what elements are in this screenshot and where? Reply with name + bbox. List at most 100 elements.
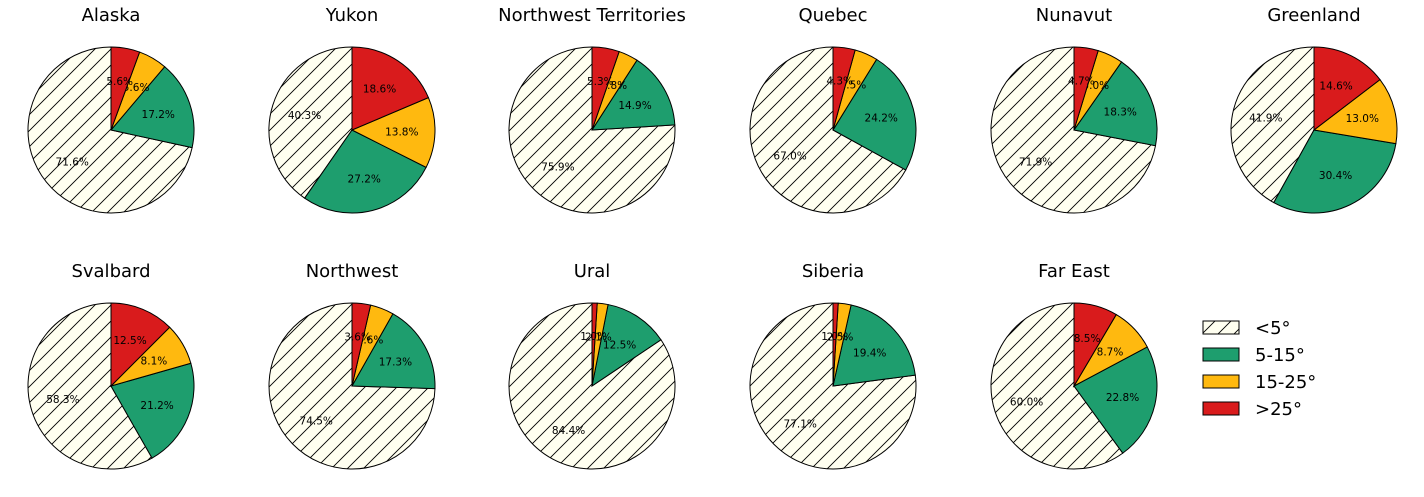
slice-5 (268, 302, 436, 470)
slice-label: 17.3% (379, 357, 412, 369)
slice-25 (1073, 46, 1099, 131)
slice-25 (1073, 302, 1117, 388)
slice-label: 1.0% (821, 331, 848, 343)
pie-title: Far East (1038, 261, 1110, 282)
slice-label: 40.3% (288, 110, 321, 122)
slice-label: 14.9% (618, 100, 651, 112)
slice-5 (1230, 46, 1315, 204)
pie-yukon: Yukon 40.3% 27.2% 13.8% 18.6% (268, 5, 436, 214)
slice-label: 5.6% (123, 82, 150, 94)
slice-25 (832, 46, 856, 131)
pie-title: Northwest Territories (498, 5, 686, 26)
slice-label: 12.5% (113, 335, 146, 347)
legend: <5° 5-15° 15-25° >25° (1202, 318, 1316, 420)
slice-label: 27.2% (348, 173, 381, 185)
slice-label: 1.0% (580, 331, 607, 343)
slice-25 (110, 46, 141, 131)
slice-label: 22.8% (1106, 392, 1139, 404)
slice-label: 8.5% (1074, 333, 1101, 345)
legend-swatch (1202, 347, 1240, 362)
pie-title: Quebec (798, 5, 867, 26)
slice-label: 77.1% (784, 419, 817, 431)
slice-label: 17.2% (142, 109, 175, 121)
pie-far-east: Far East 60.0% 22.8% 8.7% 8.5% (990, 261, 1158, 470)
slice-label: 8.7% (1097, 347, 1124, 359)
slice-5 (749, 46, 907, 214)
slice-15-25 (1312, 78, 1398, 145)
slice-label: 4.3% (826, 76, 853, 88)
slice-label: 74.5% (300, 416, 333, 428)
slice-25 (591, 46, 620, 131)
slice-5-15 (832, 304, 916, 387)
slice-15-25 (350, 96, 436, 169)
slice-5 (27, 302, 153, 470)
slice-25 (351, 302, 372, 387)
pie-title: Nunavut (1036, 5, 1112, 26)
slice-5-15 (832, 58, 917, 171)
slice-25 (351, 46, 430, 131)
slice-label: 18.6% (363, 84, 396, 96)
legend-label: >25° (1255, 399, 1302, 420)
slice-5 (27, 46, 193, 214)
slice-5 (990, 302, 1124, 470)
slice-label: 71.6% (56, 156, 89, 168)
legend-item: <5° (1202, 318, 1291, 339)
slice-5-15 (591, 59, 676, 131)
slice-5-15 (303, 129, 427, 214)
legend-swatch (1202, 374, 1240, 389)
slice-label: 8.1% (141, 356, 168, 368)
pie-greenland: Greenland 41.9% 30.4% 13.0% 14.6% (1230, 5, 1398, 214)
legend-swatch (1202, 401, 1240, 416)
slice-label: 18.3% (1104, 106, 1137, 118)
slice-25 (591, 302, 598, 387)
slice-label: 30.4% (1319, 170, 1352, 182)
slice-5-15 (591, 303, 662, 388)
slice-5-15 (110, 66, 195, 149)
slice-label: 71.9% (1019, 157, 1052, 169)
pie-title: Svalbard (71, 261, 150, 282)
slice-label: 5.3% (587, 76, 614, 88)
slice-label: 58.3% (46, 394, 79, 406)
slice-25 (1313, 46, 1381, 132)
pie-svalbard: Svalbard 58.3% 21.2% 8.1% 12.5% (27, 261, 195, 470)
pie-nunavut: Nunavut 71.9% 18.3% 5.0%4.7% (990, 5, 1158, 214)
pie-alaska: Alaska 71.6% 17.2% 5.6%5.6% (27, 5, 195, 214)
legend-label: 15-25° (1255, 372, 1316, 393)
slice-5 (990, 46, 1157, 214)
slice-label: 13.8% (385, 127, 418, 139)
slice-5 (268, 46, 353, 199)
slice-5 (508, 46, 676, 214)
slice-label: 24.2% (865, 112, 898, 124)
slice-label: 21.2% (140, 400, 173, 412)
slice-label: 4.7% (1068, 76, 1095, 88)
slice-label: 12.5% (603, 340, 636, 352)
slice-5-15 (110, 362, 195, 459)
slice-5-15 (1073, 61, 1158, 147)
slice-label: 60.0% (1010, 396, 1043, 408)
legend-item: 5-15° (1202, 345, 1305, 366)
legend-swatch (1202, 320, 1240, 335)
slice-label: 13.0% (1346, 113, 1379, 125)
slice-25 (110, 302, 171, 388)
slice-label: 3.6% (344, 332, 371, 344)
pie-title: Northwest (306, 261, 399, 282)
slice-5-15 (1273, 129, 1397, 214)
legend-label: 5-15° (1255, 345, 1305, 366)
slice-label: 19.4% (853, 347, 886, 359)
slice-5-15 (1073, 346, 1158, 454)
slice-label: 84.4% (552, 425, 585, 437)
slice-label: 5.6% (106, 76, 133, 88)
slice-label: 41.9% (1249, 113, 1282, 125)
slice-5-15 (351, 313, 436, 390)
pie-title: Ural (574, 261, 611, 282)
pie-title: Greenland (1267, 5, 1360, 26)
legend-item: >25° (1202, 399, 1302, 420)
slice-label: 14.6% (1319, 80, 1352, 92)
slice-label: 75.9% (541, 161, 574, 173)
